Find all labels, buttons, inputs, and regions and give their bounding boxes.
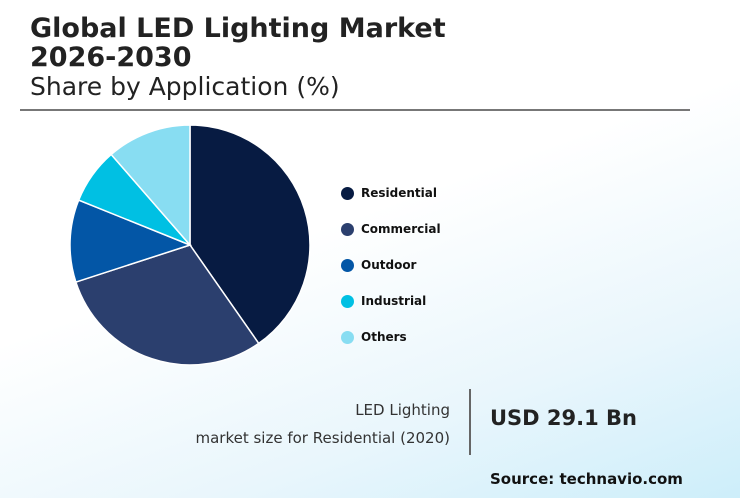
chart-title: Global LED Lighting Market 2026-2030 bbox=[30, 14, 446, 72]
legend-swatch bbox=[341, 186, 354, 200]
legend-label: Residential bbox=[361, 186, 437, 200]
title-line-1: Global LED Lighting Market bbox=[30, 13, 446, 44]
legend-label: Industrial bbox=[361, 294, 427, 308]
pie-slice-others bbox=[110, 124, 191, 248]
callout-divider bbox=[469, 389, 471, 455]
title-line-2: 2026-2030 bbox=[30, 42, 192, 73]
legend-item-commercial: Commercial bbox=[341, 211, 441, 247]
legend-label: Others bbox=[361, 330, 407, 344]
callout-value: USD 29.1 Bn bbox=[490, 406, 637, 430]
legend-swatch bbox=[341, 330, 354, 344]
legend-label: Outdoor bbox=[361, 258, 417, 272]
legend-swatch bbox=[341, 258, 354, 272]
legend-item-residential: Residential bbox=[341, 175, 441, 211]
legend-item-industrial: Industrial bbox=[341, 283, 441, 319]
chart-subtitle: Share by Application (%) bbox=[30, 72, 340, 101]
source-note: Source: technavio.com bbox=[490, 470, 683, 488]
pie-slice-outdoor bbox=[69, 199, 193, 284]
legend-swatch bbox=[341, 222, 354, 236]
legend-swatch bbox=[341, 294, 354, 308]
legend: Residential Commercial Outdoor Industrial Ot… bbox=[341, 175, 441, 355]
callout-label-line-2: market size for Residential (2020) bbox=[195, 429, 450, 447]
legend-label: Commercial bbox=[361, 222, 441, 236]
divider bbox=[20, 109, 690, 111]
callout-label-line-1: LED Lighting bbox=[355, 401, 450, 419]
legend-item-outdoor: Outdoor bbox=[341, 247, 441, 283]
legend-item-others: Others bbox=[341, 319, 441, 355]
pie-slice-commercial bbox=[74, 244, 260, 366]
pie-slice-residential bbox=[189, 124, 311, 345]
